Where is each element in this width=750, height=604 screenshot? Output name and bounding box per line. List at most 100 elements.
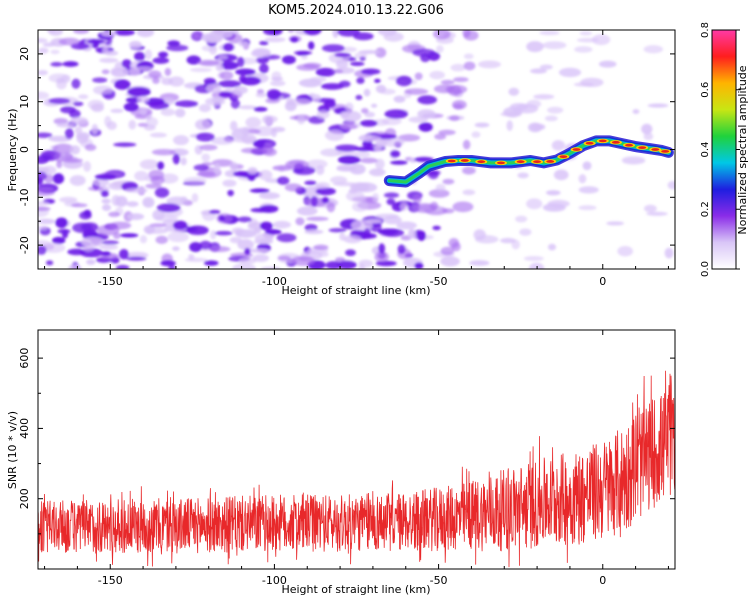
colorbar-ticks: 0.0 0.2 0.4 0.6 0.8	[700, 22, 740, 277]
noise-blob	[152, 77, 160, 84]
noise-blob	[453, 77, 469, 83]
noise-blob	[134, 51, 146, 61]
noise-blob	[547, 243, 557, 251]
noise-blob	[383, 215, 402, 225]
snr-y-tick-label: 200	[18, 488, 31, 509]
noise-blob	[87, 186, 104, 191]
noise-blob	[340, 123, 358, 130]
noise-blob	[526, 198, 543, 210]
noise-blob	[48, 30, 64, 36]
noise-blob	[356, 77, 365, 84]
noise-blob	[101, 240, 119, 245]
noise-blob	[345, 249, 356, 257]
noise-blob	[477, 60, 502, 69]
noise-blob	[83, 161, 91, 172]
noise-blob	[370, 103, 378, 108]
noise-blob	[434, 133, 447, 140]
noise-blob	[230, 161, 238, 172]
noise-blob	[547, 106, 564, 114]
noise-blob	[201, 153, 211, 162]
noise-blob	[137, 122, 149, 127]
noise-blob	[539, 30, 560, 36]
noise-blob	[253, 227, 261, 234]
noise-blob	[73, 30, 90, 34]
noise-blob	[429, 201, 439, 211]
noise-blob	[264, 36, 286, 43]
noise-blob	[169, 148, 189, 157]
noise-blob	[384, 109, 409, 119]
noise-blob	[617, 246, 633, 257]
noise-blob	[41, 242, 66, 254]
noise-blob	[343, 234, 362, 244]
noise-blob	[229, 120, 238, 132]
noise-blob	[126, 201, 139, 207]
noise-blob	[396, 221, 417, 230]
noise-blob	[397, 244, 406, 255]
noise-blob	[643, 45, 664, 54]
noise-blob	[110, 67, 129, 78]
noise-blob	[155, 235, 168, 244]
noise-blob	[189, 242, 203, 253]
signal-hotspot-core	[572, 148, 581, 151]
noise-blob	[355, 94, 363, 101]
noise-blob	[349, 61, 365, 66]
noise-blob	[110, 108, 124, 113]
noise-blob	[647, 103, 669, 108]
noise-blob	[272, 220, 291, 229]
noise-blob	[526, 41, 544, 53]
spectrogram-signal-track	[383, 135, 674, 188]
noise-blob	[606, 221, 624, 226]
noise-blob	[250, 49, 271, 58]
spectrogram-y-tick-label: 20	[18, 47, 31, 61]
noise-blob	[219, 61, 239, 70]
noise-blob	[52, 173, 65, 184]
noise-blob	[332, 181, 357, 187]
noise-blob	[215, 64, 224, 72]
noise-blob	[463, 53, 474, 60]
noise-blob	[149, 223, 167, 228]
noise-blob	[48, 97, 71, 105]
noise-blob	[462, 139, 471, 150]
noise-blob	[56, 123, 75, 128]
colorbar-tick-label: 0.4	[700, 142, 711, 158]
noise-blob	[435, 183, 446, 192]
noise-blob	[326, 201, 336, 213]
noise-blob	[206, 83, 222, 93]
noise-blob	[301, 55, 308, 60]
noise-blob	[372, 192, 380, 202]
noise-blob	[432, 225, 441, 231]
noise-blob	[298, 78, 322, 88]
noise-blob	[463, 61, 476, 71]
noise-blob	[591, 34, 611, 46]
noise-blob	[115, 264, 130, 269]
signal-hotspot-core	[516, 160, 525, 164]
noise-blob	[94, 173, 117, 180]
noise-blob	[517, 172, 529, 179]
noise-blob	[119, 233, 139, 238]
noise-blob	[38, 132, 53, 138]
snr-frame	[37, 329, 676, 570]
noise-blob	[127, 86, 151, 97]
noise-blob	[240, 147, 265, 154]
snr-y-tick-label: 400	[18, 418, 31, 439]
signal-hotspot-core	[651, 148, 660, 151]
noise-blob	[553, 169, 569, 181]
noise-blob	[199, 240, 212, 250]
noise-blob	[140, 108, 147, 116]
noise-blob	[393, 95, 406, 103]
noise-blob	[115, 195, 128, 207]
noise-blob	[133, 66, 153, 71]
noise-blob	[542, 41, 567, 50]
noise-blob	[196, 171, 216, 177]
noise-blob	[574, 46, 593, 53]
noise-blob	[114, 79, 131, 90]
noise-blob	[113, 30, 135, 36]
noise-blob	[92, 85, 113, 95]
noise-blob	[332, 30, 339, 38]
noise-blob	[284, 101, 297, 112]
noise-blob	[471, 131, 481, 138]
noise-blob	[558, 67, 582, 78]
noise-blob	[67, 248, 86, 256]
noise-blob	[436, 45, 444, 53]
spectrogram-y-tick-label: -10	[18, 188, 31, 206]
